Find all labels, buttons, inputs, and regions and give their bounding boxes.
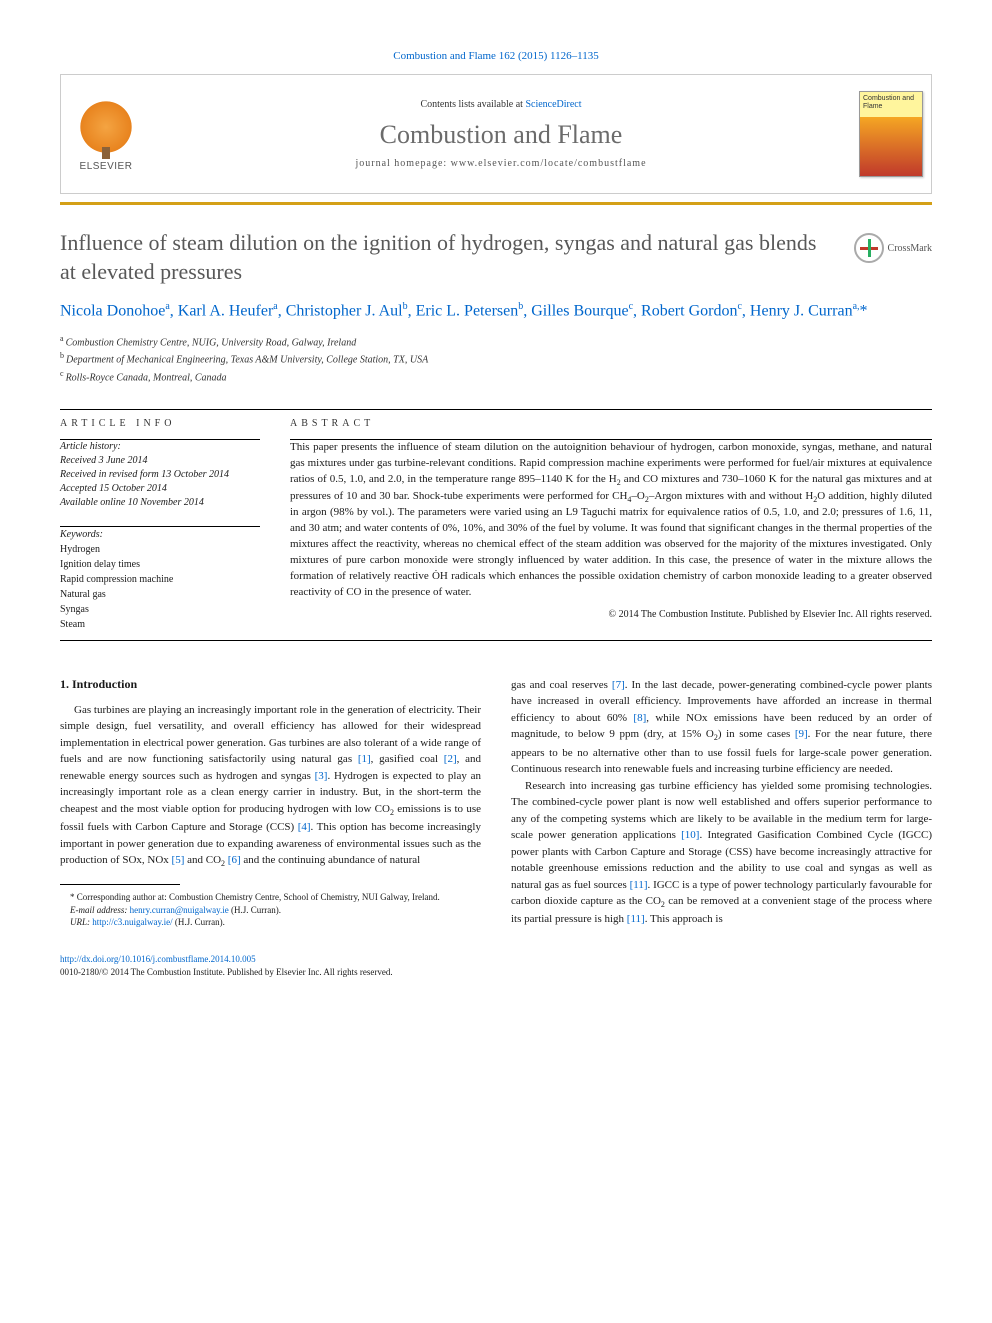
footnote-separator: [60, 884, 180, 885]
elsevier-name: ELSEVIER: [80, 161, 133, 172]
journal-header: ELSEVIER Contents lists available at Sci…: [60, 74, 932, 194]
url-person: (H.J. Curran).: [175, 917, 225, 927]
email-link[interactable]: henry.curran@nuigalway.ie: [130, 905, 229, 915]
ref-link[interactable]: [1]: [358, 753, 371, 765]
doi-link[interactable]: http://dx.doi.org/10.1016/j.combustflame…: [60, 954, 256, 964]
ref-link[interactable]: [9]: [795, 728, 808, 740]
crossmark-label: CrossMark: [888, 243, 932, 254]
ref-link[interactable]: [8]: [633, 712, 646, 724]
ref-link[interactable]: [5]: [172, 854, 185, 866]
elsevier-logo[interactable]: ELSEVIER: [61, 75, 151, 193]
ref-link[interactable]: [7]: [612, 679, 625, 691]
cover-title-text: Combustion and Flame: [863, 95, 919, 110]
url-label: URL:: [70, 917, 90, 927]
keywords-block: Keywords: HydrogenIgnition delay timesRa…: [60, 527, 260, 632]
url-footnote: URL: http://c3.nuigalway.ie/ (H.J. Curra…: [60, 916, 481, 929]
divider: [60, 409, 932, 410]
body-paragraph: gas and coal reserves [7]. In the last d…: [511, 677, 932, 778]
affiliations: aCombustion Chemistry Centre, NUIG, Univ…: [60, 333, 932, 385]
ref-link[interactable]: [3]: [315, 770, 328, 782]
email-label: E-mail address:: [70, 905, 127, 915]
email-person: (H.J. Curran).: [231, 905, 281, 915]
body-paragraph: Gas turbines are playing an increasingly…: [60, 702, 481, 870]
issn-copyright: 0010-2180/© 2014 The Combustion Institut…: [60, 967, 393, 977]
authors-line: Nicola Donohoea, Karl A. Heufera, Christ…: [60, 300, 932, 323]
journal-homepage: journal homepage: www.elsevier.com/locat…: [161, 158, 841, 169]
article-info-heading: ARTICLE INFO: [60, 418, 260, 429]
divider: [60, 640, 932, 641]
article-title: Influence of steam dilution on the ignit…: [60, 229, 834, 286]
url-link[interactable]: http://c3.nuigalway.ie/: [92, 917, 172, 927]
citation-line: Combustion and Flame 162 (2015) 1126–113…: [60, 50, 932, 62]
ref-link[interactable]: [4]: [298, 821, 311, 833]
history-label: Article history:: [60, 440, 260, 454]
bottom-bar: http://dx.doi.org/10.1016/j.combustflame…: [60, 953, 932, 978]
ref-link[interactable]: [6]: [228, 854, 241, 866]
elsevier-tree-icon: [76, 97, 136, 157]
ref-link[interactable]: [2]: [444, 753, 457, 765]
contents-lists-line: Contents lists available at ScienceDirec…: [161, 99, 841, 110]
corresponding-author-footnote: * Corresponding author at: Combustion Ch…: [60, 891, 481, 904]
email-footnote: E-mail address: henry.curran@nuigalway.i…: [60, 904, 481, 917]
contents-prefix: Contents lists available at: [420, 99, 525, 110]
ref-link[interactable]: [11]: [627, 913, 645, 925]
abstract-text: This paper presents the influence of ste…: [290, 440, 932, 601]
keywords-label: Keywords:: [60, 527, 260, 542]
sciencedirect-link[interactable]: ScienceDirect: [525, 99, 581, 110]
corr-text: Corresponding author at: Combustion Chem…: [77, 892, 440, 902]
journal-name: Combustion and Flame: [161, 120, 841, 150]
journal-cover-thumb[interactable]: Combustion and Flame: [851, 75, 931, 193]
section-heading-intro: 1. Introduction: [60, 677, 481, 692]
abstract-heading: ABSTRACT: [290, 418, 932, 429]
article-history: Article history: Received 3 June 2014Rec…: [60, 440, 260, 510]
body-paragraph: Research into increasing gas turbine eff…: [511, 778, 932, 928]
crossmark-icon: [854, 233, 884, 263]
abstract-copyright: © 2014 The Combustion Institute. Publish…: [290, 609, 932, 620]
ref-link[interactable]: [11]: [630, 879, 648, 891]
ref-link[interactable]: [10]: [681, 829, 699, 841]
crossmark-widget[interactable]: CrossMark: [854, 233, 932, 263]
golden-divider: [60, 202, 932, 205]
corr-star: *: [70, 892, 75, 902]
